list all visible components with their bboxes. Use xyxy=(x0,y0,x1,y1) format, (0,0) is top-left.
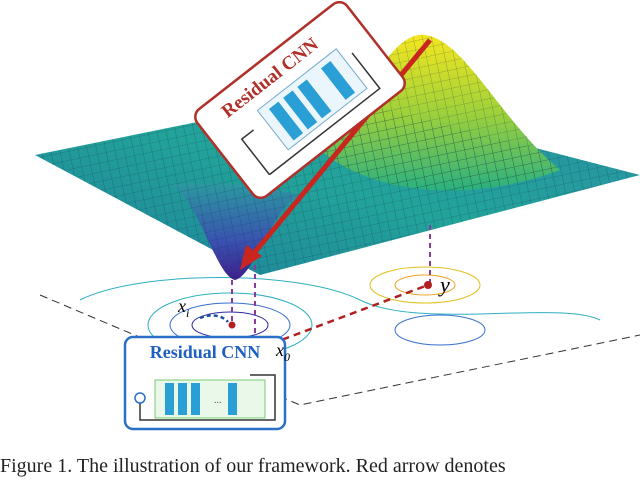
label-xi: xi xyxy=(177,296,189,320)
caption: Figure 1. The illustration of our framew… xyxy=(0,455,506,477)
block-label: Residual CNN xyxy=(150,342,261,362)
bottom-block: Residual CNN ... xyxy=(123,335,287,431)
projection-lines xyxy=(231,225,431,345)
surface xyxy=(35,34,640,280)
point-y xyxy=(424,281,432,289)
label-base: x xyxy=(275,340,284,360)
path-line xyxy=(259,283,429,350)
red-arrowhead xyxy=(240,245,262,270)
small-arrow xyxy=(199,314,229,323)
label-x0: x0 xyxy=(275,340,290,364)
ellipsis: ... xyxy=(214,395,222,406)
label-sub: i xyxy=(186,306,189,320)
label-y: y xyxy=(438,272,450,297)
label-base: x xyxy=(177,296,186,316)
label-sub: 0 xyxy=(284,350,290,364)
point-xi xyxy=(228,321,236,329)
